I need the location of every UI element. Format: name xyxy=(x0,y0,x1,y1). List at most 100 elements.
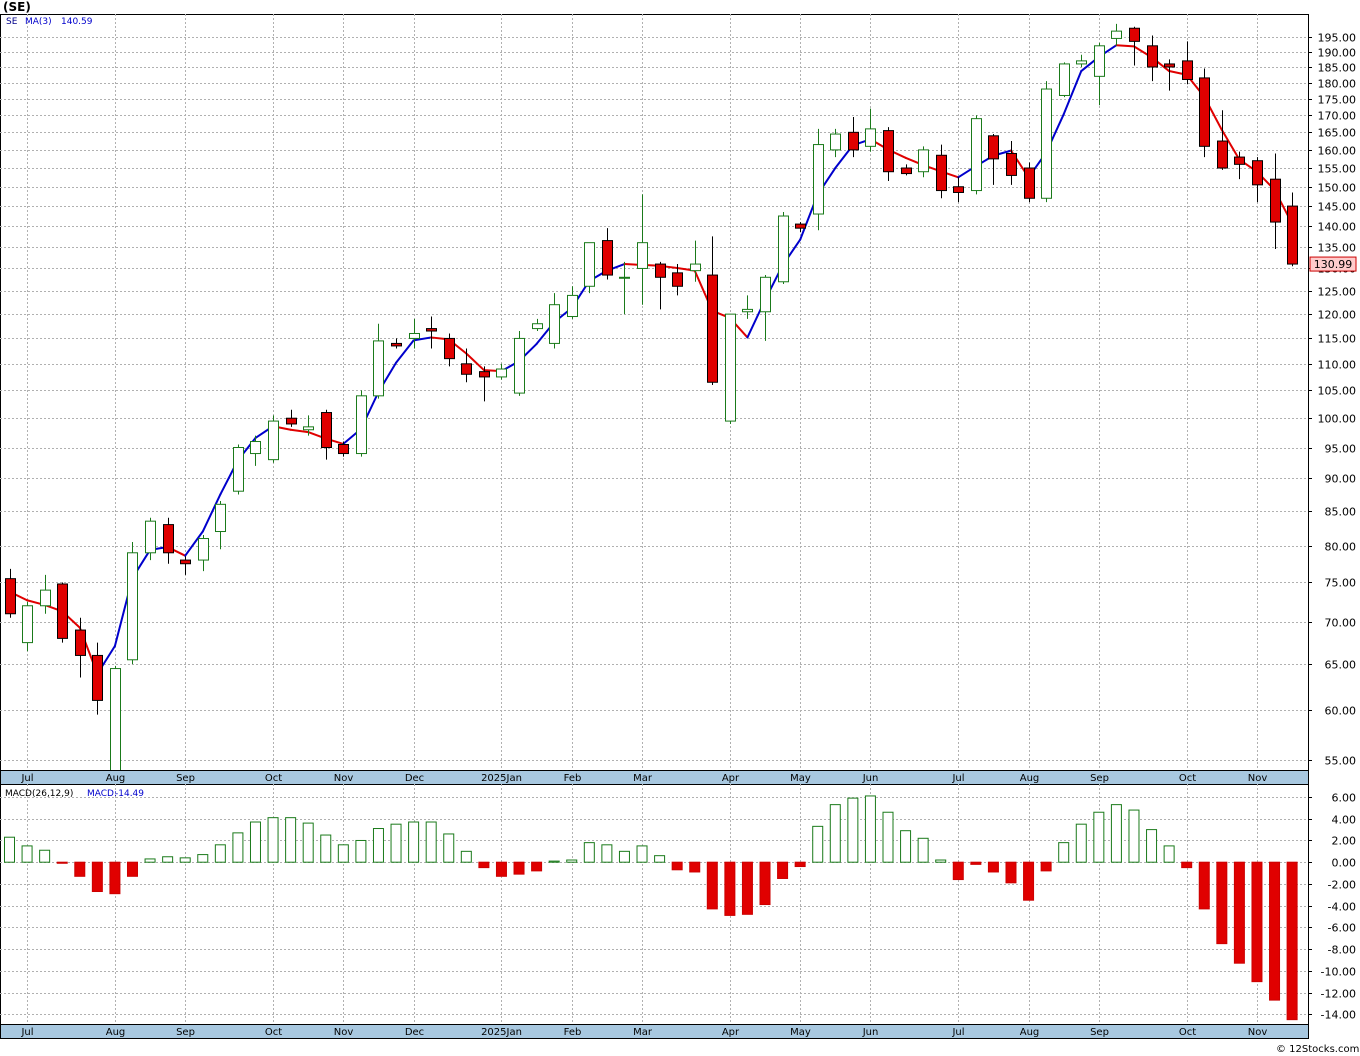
candle-down xyxy=(5,568,16,618)
macd-bar-positive xyxy=(214,844,226,863)
candle-down xyxy=(655,261,666,310)
price-tick-label: 95.00 xyxy=(1325,443,1357,456)
candle-down xyxy=(286,409,297,427)
candle-body xyxy=(1147,45,1158,68)
macd-bar-negative xyxy=(794,861,806,868)
macd-bar-positive xyxy=(1075,823,1087,863)
date-label: Aug xyxy=(1020,773,1040,784)
candle-up xyxy=(1059,62,1070,98)
macd-bar-positive xyxy=(935,859,947,863)
candle-up xyxy=(215,501,226,550)
price-tick-label: 115.00 xyxy=(1318,333,1357,346)
macd-bar-negative xyxy=(74,861,86,877)
candle-body xyxy=(75,629,86,656)
price-axis: 55.00 60.00 65.00 70.00 75.00 80.00 85.00 90.00… xyxy=(1308,32,1356,768)
candle-down xyxy=(1182,41,1193,85)
price-panel-background xyxy=(0,14,1309,785)
macd-tick-label: -6.00 xyxy=(1328,922,1356,935)
candle-body xyxy=(619,276,630,279)
macd-bar-negative xyxy=(1181,861,1193,869)
macd-bar-positive xyxy=(460,850,472,863)
date-label: Nov xyxy=(334,773,354,784)
price-tick-label: 90.00 xyxy=(1325,473,1357,486)
ma-segment xyxy=(465,352,485,372)
ma-segment xyxy=(1062,70,1083,116)
legend-symbol: SE xyxy=(6,17,18,27)
candle-body xyxy=(883,130,894,173)
macd-bar-negative xyxy=(777,861,789,879)
ma-segment xyxy=(201,493,222,533)
candle-up xyxy=(918,146,929,178)
candle-down xyxy=(461,348,472,383)
candle-body xyxy=(444,337,455,360)
price-tick-label: 120.00 xyxy=(1318,309,1357,322)
candle-down xyxy=(988,134,999,185)
candle-body xyxy=(1041,88,1052,199)
candle-up xyxy=(813,128,824,231)
macd-bar-positive xyxy=(917,837,929,863)
macd-bar-positive xyxy=(1110,804,1122,863)
price-tick-label: 55.00 xyxy=(1325,755,1357,768)
macd-bar-negative xyxy=(952,861,964,881)
macd-histogram xyxy=(4,795,1298,1021)
candle-up xyxy=(725,313,736,424)
candle-body xyxy=(286,417,297,425)
price-tick-label: 110.00 xyxy=(1318,359,1357,372)
candle-up xyxy=(1094,42,1105,106)
last-price-value: 130.99 xyxy=(1314,258,1353,271)
macd-bar-positive xyxy=(829,804,841,863)
macd-bar-positive xyxy=(1058,842,1070,863)
candle-down xyxy=(848,116,859,158)
macd-date-label: Nov xyxy=(334,1027,354,1038)
macd-tick-label: -4.00 xyxy=(1328,901,1356,914)
candle-up xyxy=(690,240,701,282)
macd-bar-positive xyxy=(654,855,666,863)
candle-down xyxy=(426,316,437,349)
candle-down xyxy=(57,582,68,643)
price-tick-label: 60.00 xyxy=(1325,705,1357,718)
macd-date-label: Sep xyxy=(176,1027,195,1038)
date-label: Oct xyxy=(1179,773,1196,784)
macd-bar-negative xyxy=(56,861,68,864)
macd-panel-background xyxy=(0,784,1309,1039)
price-tick-label: 85.00 xyxy=(1325,506,1357,519)
macd-bar-negative xyxy=(1216,861,1228,945)
candle-up xyxy=(778,212,789,285)
candle-body xyxy=(1252,160,1263,186)
candle-body xyxy=(57,583,68,639)
macd-bar-positive xyxy=(144,858,156,863)
candle-down xyxy=(1006,141,1017,185)
candle-down xyxy=(901,164,912,176)
macd-date-label: Oct xyxy=(1179,1027,1196,1038)
candle-body xyxy=(1287,205,1298,265)
macd-bar-negative xyxy=(970,861,982,865)
macd-bar-positive xyxy=(4,836,15,863)
macd-date-axis-band xyxy=(0,1024,1309,1039)
macd-bar-negative xyxy=(1269,861,1281,1001)
candle-up xyxy=(865,108,876,152)
candle-down xyxy=(707,236,718,385)
candle-body xyxy=(1234,156,1245,165)
ma-segment xyxy=(412,336,433,342)
candle-down xyxy=(1147,35,1158,82)
candle-body xyxy=(1182,60,1193,80)
price-tick-label: 155.00 xyxy=(1318,163,1357,176)
macd-bar-positive xyxy=(39,849,51,863)
macd-bar-negative xyxy=(126,861,138,877)
macd-date-label: Apr xyxy=(722,1027,740,1038)
candle-body xyxy=(953,186,964,193)
candle-up xyxy=(198,535,209,572)
macd-bar-positive xyxy=(566,859,578,863)
price-tick-label: 150.00 xyxy=(1318,182,1357,195)
candle-body xyxy=(778,215,789,283)
candle-up xyxy=(549,293,560,349)
last-price-tag: 130.99 xyxy=(1309,256,1357,272)
candle-body xyxy=(356,395,367,455)
candle-down xyxy=(1287,192,1298,267)
candle-down xyxy=(391,338,402,349)
candle-down xyxy=(1024,162,1035,203)
macd-tick-label: -10.00 xyxy=(1321,966,1356,979)
candle-body xyxy=(813,144,824,215)
candle-body xyxy=(303,426,314,431)
last-price-box xyxy=(1309,256,1357,272)
